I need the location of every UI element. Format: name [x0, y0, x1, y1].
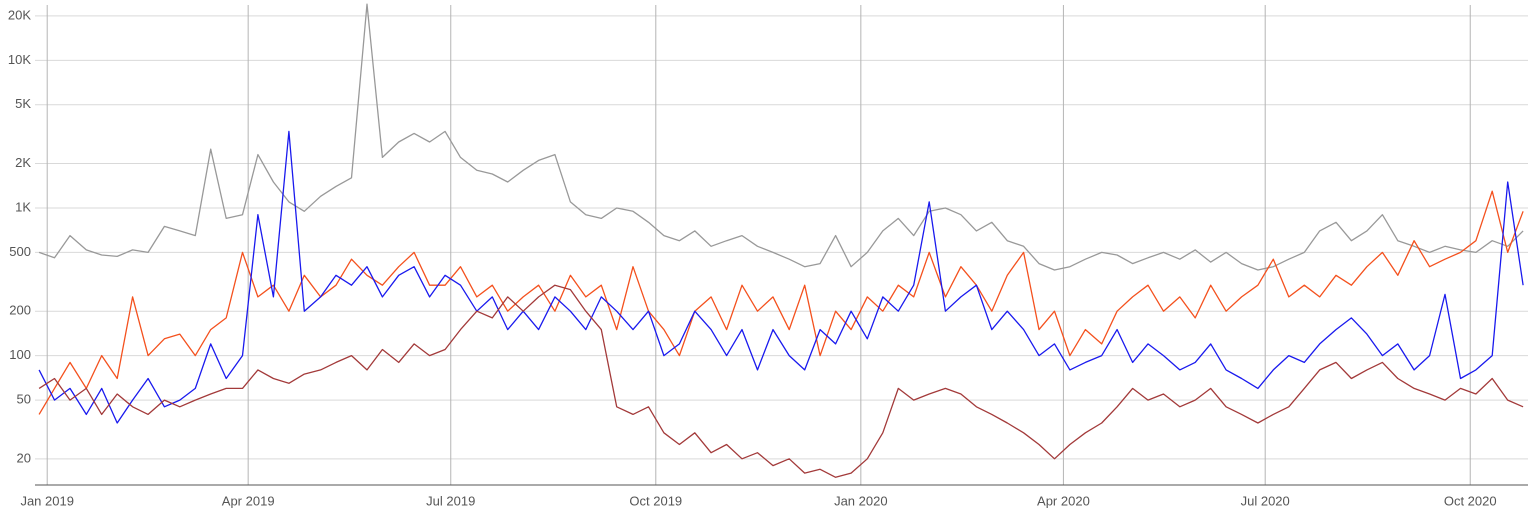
- y-tick-label: 10K: [8, 52, 31, 67]
- x-tick-label: Oct 2020: [1444, 493, 1497, 508]
- x-tick-label: Oct 2019: [629, 493, 682, 508]
- y-tick-label: 2K: [15, 155, 31, 170]
- y-tick-label: 200: [9, 303, 31, 318]
- x-tick-label: Jul 2019: [426, 493, 475, 508]
- series-line: [38, 3, 1524, 271]
- y-tick-label: 20: [17, 450, 31, 465]
- x-tick-label: Apr 2019: [222, 493, 275, 508]
- series-line: [38, 284, 1524, 478]
- x-tick-label: Apr 2020: [1037, 493, 1090, 508]
- x-tick-label: Jul 2020: [1241, 493, 1290, 508]
- series-line: [38, 190, 1524, 415]
- x-tick-label: Jan 2019: [20, 493, 74, 508]
- y-tick-label: 1K: [15, 199, 31, 214]
- x-tick-label: Jan 2020: [834, 493, 888, 508]
- series-line: [38, 130, 1524, 424]
- y-tick-label: 5K: [15, 96, 31, 111]
- y-tick-label: 500: [9, 244, 31, 259]
- y-tick-label: 100: [9, 347, 31, 362]
- y-tick-label: 20K: [8, 7, 31, 22]
- y-tick-label: 50: [17, 392, 31, 407]
